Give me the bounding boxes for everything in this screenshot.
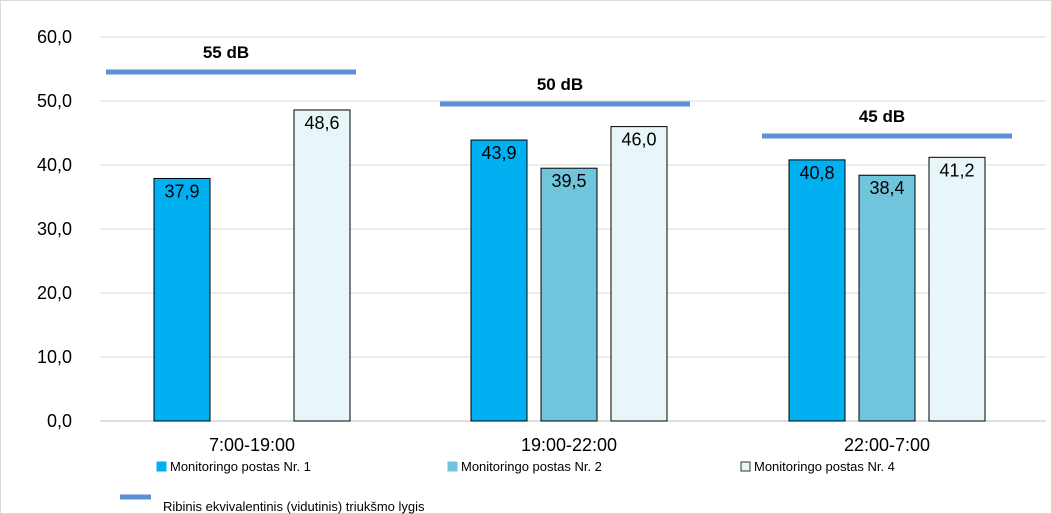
bar <box>928 156 986 422</box>
bar <box>293 109 351 422</box>
y-tick-label: 10,0 <box>37 347 72 367</box>
bars: 37,9 48,6 43,9 39,5 46,0 40,8 38,4 41,2 <box>153 109 986 422</box>
data-label: 39,5 <box>551 171 586 191</box>
category-label: 19:00-22:00 <box>521 435 617 455</box>
data-label: 41,2 <box>939 160 974 180</box>
category-label: 22:00-7:00 <box>844 435 930 455</box>
category-label: 7:00-19:00 <box>209 435 295 455</box>
bar <box>610 126 668 422</box>
y-tick-label: 60,0 <box>37 27 72 47</box>
x-axis-category-labels: 7:00-19:00 19:00-22:00 22:00-7:00 <box>209 435 930 455</box>
limit-lines: 55 dB 50 dB 45 dB <box>106 43 1012 139</box>
limit-label: 50 dB <box>537 75 583 94</box>
legend-swatch <box>740 461 751 472</box>
legend-swatch <box>156 461 167 472</box>
bar <box>540 167 598 422</box>
data-label: 37,9 <box>164 181 199 201</box>
bar <box>153 177 211 422</box>
data-label: 48,6 <box>304 113 339 133</box>
data-label: 38,4 <box>869 178 904 198</box>
limit-label: 55 dB <box>203 43 249 62</box>
y-tick-label: 30,0 <box>37 219 72 239</box>
legend-label: Monitoringo postas Nr. 1 <box>170 459 311 474</box>
data-label: 46,0 <box>621 130 656 150</box>
legend-label: Monitoringo postas Nr. 2 <box>461 459 602 474</box>
legend-label: Monitoringo postas Nr. 4 <box>754 459 895 474</box>
limit-label: 45 dB <box>859 107 905 126</box>
legend-swatch <box>447 461 458 472</box>
data-label: 40,8 <box>799 163 834 183</box>
y-tick-label: 40,0 <box>37 155 72 175</box>
bar <box>788 159 846 422</box>
bar <box>470 139 528 422</box>
y-tick-label: 20,0 <box>37 283 72 303</box>
y-tick-label: 0,0 <box>47 411 72 431</box>
data-label: 43,9 <box>481 143 516 163</box>
y-tick-label: 50,0 <box>37 91 72 111</box>
legend-limit-label: Ribinis ekvivalentinis (vidutinis) triuk… <box>163 499 425 514</box>
y-axis-tick-labels: 0,0 10,0 20,0 30,0 40,0 50,0 60,0 <box>37 27 72 431</box>
legend: Monitoringo postas Nr. 1 Monitoringo post… <box>120 459 895 514</box>
bar <box>858 174 916 422</box>
